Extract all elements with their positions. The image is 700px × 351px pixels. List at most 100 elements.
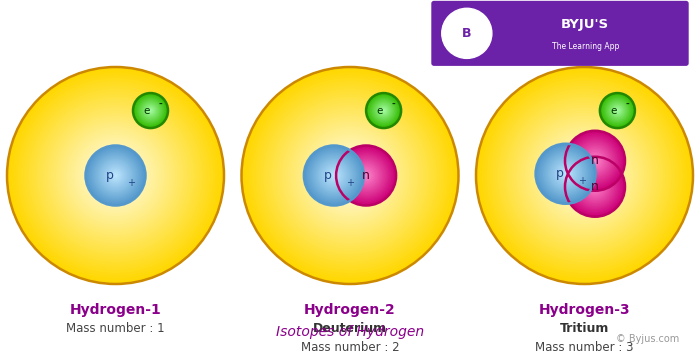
Circle shape [368,95,399,126]
Circle shape [583,175,607,199]
Circle shape [580,146,610,176]
Circle shape [307,148,361,203]
Circle shape [344,170,356,181]
Text: Isotopes of Hydrogen: Isotopes of Hydrogen [276,325,424,339]
Circle shape [378,105,389,117]
Circle shape [146,106,155,115]
Circle shape [609,102,626,119]
Circle shape [368,94,400,127]
Circle shape [104,164,127,187]
Circle shape [309,150,359,201]
Text: e: e [144,106,150,115]
Circle shape [20,81,211,270]
Circle shape [552,143,617,208]
Text: p: p [106,169,113,182]
Circle shape [301,127,399,224]
Circle shape [536,127,634,224]
Circle shape [606,99,629,122]
Circle shape [295,121,405,230]
Circle shape [304,130,396,221]
Circle shape [42,102,189,249]
Circle shape [317,143,382,208]
Circle shape [500,91,668,260]
Text: BYJU'S: BYJU'S [561,18,609,31]
Circle shape [29,89,202,262]
Circle shape [50,111,181,240]
Circle shape [582,173,608,200]
Circle shape [97,158,134,193]
Circle shape [337,162,363,189]
Circle shape [589,181,601,193]
Circle shape [105,165,127,186]
Circle shape [276,102,424,249]
Circle shape [565,157,625,217]
Circle shape [288,113,412,238]
Circle shape [552,160,579,187]
Circle shape [99,159,132,192]
Circle shape [252,78,448,273]
Circle shape [541,132,628,219]
Circle shape [557,148,612,203]
Circle shape [148,108,153,113]
Circle shape [255,81,445,270]
Circle shape [304,146,364,205]
Circle shape [589,155,601,167]
Circle shape [325,166,343,185]
Circle shape [10,70,221,281]
Circle shape [59,119,172,232]
Circle shape [149,110,152,112]
Circle shape [594,159,596,162]
Circle shape [250,75,450,276]
Circle shape [346,156,386,195]
Circle shape [566,157,603,194]
Circle shape [307,132,393,219]
Circle shape [538,130,631,221]
Circle shape [362,171,370,180]
Circle shape [577,143,613,179]
Circle shape [66,127,164,224]
Circle shape [330,171,338,180]
Circle shape [140,100,161,121]
Circle shape [578,170,612,203]
Circle shape [96,156,135,195]
Circle shape [363,172,369,179]
Circle shape [247,72,453,279]
Circle shape [344,153,388,198]
Circle shape [575,141,615,180]
Text: p: p [324,169,332,182]
Circle shape [547,156,584,192]
Circle shape [94,154,137,197]
Circle shape [591,156,599,165]
Circle shape [15,75,216,276]
Circle shape [97,157,134,194]
Circle shape [88,148,143,203]
Circle shape [371,98,396,124]
Circle shape [533,124,636,227]
Circle shape [531,121,638,230]
Text: Deuterium: Deuterium [313,322,387,335]
Circle shape [566,132,624,189]
Circle shape [272,97,428,254]
Circle shape [317,159,351,192]
Circle shape [479,70,690,281]
Circle shape [571,163,619,211]
Text: e: e [377,106,383,115]
Text: Mass number : 2: Mass number : 2 [301,341,399,351]
Circle shape [313,154,355,197]
Circle shape [603,97,631,125]
Circle shape [486,78,682,273]
Circle shape [144,104,158,118]
Circle shape [615,108,620,113]
Circle shape [263,89,437,262]
Circle shape [594,185,596,188]
Circle shape [282,108,418,243]
Circle shape [495,86,674,265]
Circle shape [316,158,352,193]
Circle shape [92,152,139,199]
Circle shape [312,138,388,213]
Circle shape [90,150,141,201]
Circle shape [579,170,590,181]
Circle shape [75,135,156,216]
Circle shape [607,100,628,121]
Circle shape [605,98,630,124]
